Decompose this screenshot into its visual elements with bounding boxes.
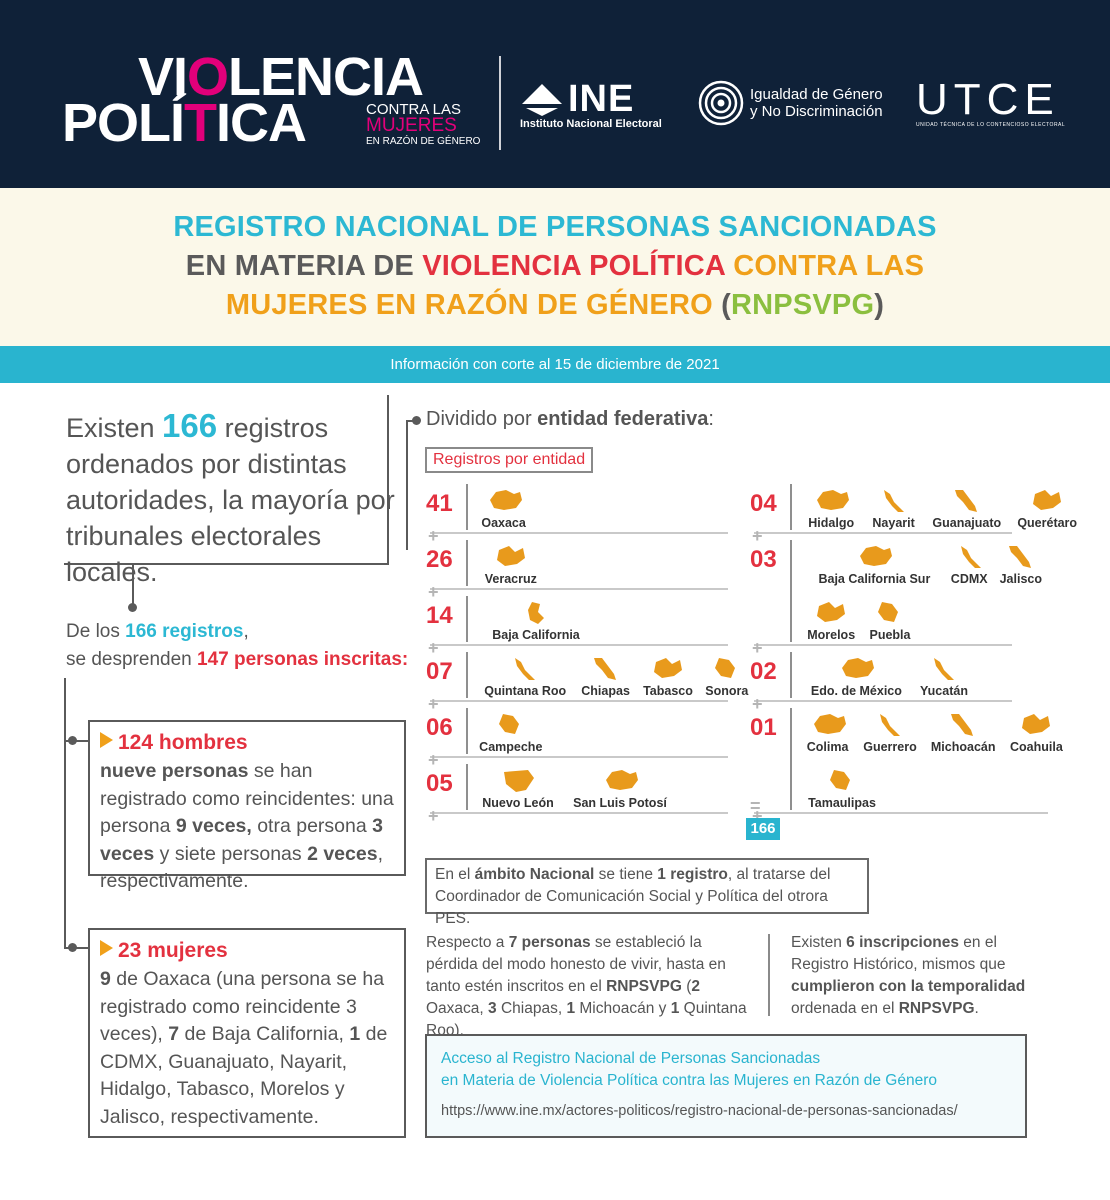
state-map-icon <box>515 658 536 680</box>
tree-line <box>64 678 66 948</box>
state-map-icon <box>817 490 850 510</box>
state-map-icon <box>860 546 893 566</box>
state-map-icon <box>593 658 616 680</box>
state-oaxaca: Oaxaca <box>478 486 529 530</box>
state-quintana-roo: Quintana Roo <box>478 654 572 698</box>
entidad-count: 06 <box>426 714 453 741</box>
triangle-bullet-icon <box>100 732 113 748</box>
state-nayarit: Nayarit <box>864 486 922 530</box>
concentric-circles-icon <box>698 80 744 126</box>
state-map-icon <box>817 602 846 622</box>
state-map-icon <box>714 658 735 678</box>
connector-dot <box>128 603 137 612</box>
entidad-heading: Dividido por entidad federativa: <box>426 408 714 430</box>
state-map-icon <box>933 658 954 680</box>
state-baja-california-sur: Baja California Sur <box>802 542 947 586</box>
state-map-icon <box>653 658 682 678</box>
entidad-count: 04 <box>750 490 777 517</box>
state-puebla: Puebla <box>864 598 915 642</box>
state-map-icon <box>951 714 974 736</box>
state-morelos: Morelos <box>802 598 860 642</box>
state-map-icon <box>489 490 522 510</box>
registros-por-entidad-label: Registros por entidad <box>425 447 594 473</box>
modo-honesto-note: Respecto a 7 personas se estableció la p… <box>426 934 747 1039</box>
cutoff-date-band: Información con corte al 15 de diciembre… <box>0 346 1110 383</box>
total-badge: 166 <box>746 818 780 840</box>
registros-summary: De los 166 registros, se desprenden 147 … <box>66 621 409 670</box>
state-quer-taro: Querétaro <box>1011 486 1084 530</box>
logo-subtitle: CONTRA LAS MUJERES EN RAZÓN DE GÉNERO <box>366 101 481 148</box>
header-banner: VIOLENCIA POLÍTICA CONTRA LAS MUJERES EN… <box>0 0 1110 188</box>
state-san-luis-potos-: San Luis Potosí <box>562 766 678 810</box>
state-map-icon <box>498 714 519 734</box>
state-michoac-n: Michoacán <box>927 710 1000 754</box>
registro-historico-note: Existen 6 inscripciones en el Registro H… <box>791 934 1026 1017</box>
state-map-icon <box>606 770 638 790</box>
entidad-count: 01 <box>750 714 777 741</box>
state-hidalgo: Hidalgo <box>802 486 860 530</box>
state-map-icon <box>813 714 846 734</box>
ine-mark-icon <box>522 84 562 116</box>
state-map-icon <box>496 546 525 566</box>
state-chiapas: Chiapas <box>576 654 634 698</box>
state-map-icon <box>842 658 875 678</box>
state-map-icon <box>504 770 534 792</box>
state-map-icon <box>830 770 850 790</box>
entidad-count: 41 <box>426 490 453 517</box>
state-sonora: Sonora <box>701 654 752 698</box>
entidad-count: 02 <box>750 658 777 685</box>
intro-bracket <box>64 395 389 565</box>
nacional-note: En el ámbito Nacional se tiene 1 registr… <box>425 858 869 927</box>
state-map-icon <box>877 602 898 622</box>
state-coahuila: Coahuila <box>1004 710 1070 754</box>
connector-line <box>132 565 134 607</box>
state-edo-de-m-xico: Edo. de México <box>802 654 911 698</box>
state-yucat-n: Yucatán <box>915 654 973 698</box>
state-nuevo-le-n: Nuevo León <box>478 766 558 810</box>
state-cdmx: CDMX <box>951 542 988 586</box>
acceso-box: Acceso al Registro Nacional de Personas … <box>425 1034 1027 1138</box>
state-map-icon <box>1033 490 1062 510</box>
entidad-count: 26 <box>426 546 453 573</box>
state-colima: Colima <box>802 710 853 754</box>
state-map-icon <box>1008 546 1031 568</box>
state-map-icon <box>960 546 981 568</box>
state-map-icon <box>879 714 900 736</box>
state-campeche: Campeche <box>478 710 544 754</box>
state-jalisco: Jalisco <box>992 542 1050 586</box>
state-veracruz: Veracruz <box>478 542 544 586</box>
utce-logo: UTCE UNIDAD TÉCNICA DE LO CONTENCIOSO EL… <box>916 75 1066 129</box>
entidad-count: 14 <box>426 602 453 629</box>
hombres-card: 124 hombres nueve personas se han regist… <box>88 720 406 892</box>
title-band <box>0 188 1110 346</box>
mujeres-card: 23 mujeres 9 de Oaxaca (una persona se h… <box>88 928 406 1138</box>
state-map-icon <box>883 490 904 512</box>
page-title: REGISTRO NACIONAL DE PERSONAS SANCIONADA… <box>173 211 937 321</box>
intro-text: Existen 166 registros ordenados por dist… <box>66 407 395 588</box>
state-tabasco: Tabasco <box>639 654 697 698</box>
igualdad-logo: Igualdad de Género y No Discriminación <box>698 80 908 126</box>
entidad-count: 05 <box>426 770 453 797</box>
ine-logo: INE Instituto Nacional Electoral <box>520 78 662 130</box>
state-baja-california: Baja California <box>478 598 594 642</box>
state-tamaulipas: Tamaulipas <box>802 766 882 810</box>
entidad-count: 03 <box>750 546 777 573</box>
state-map-icon <box>1022 714 1051 734</box>
entidad-count: 07 <box>426 658 453 685</box>
state-guerrero: Guerrero <box>857 710 923 754</box>
violencia-politica-logo: VIOLENCIA POLÍTICA CONTRA LAS MUJERES EN… <box>62 47 481 153</box>
state-map-icon <box>954 490 977 512</box>
state-map-icon <box>528 602 544 624</box>
state-guanajuato: Guanajuato <box>927 486 1007 530</box>
registro-link[interactable]: https://www.ine.mx/actores-politicos/reg… <box>441 1103 958 1119</box>
triangle-bullet-icon <box>100 940 113 956</box>
header-divider <box>499 56 501 150</box>
